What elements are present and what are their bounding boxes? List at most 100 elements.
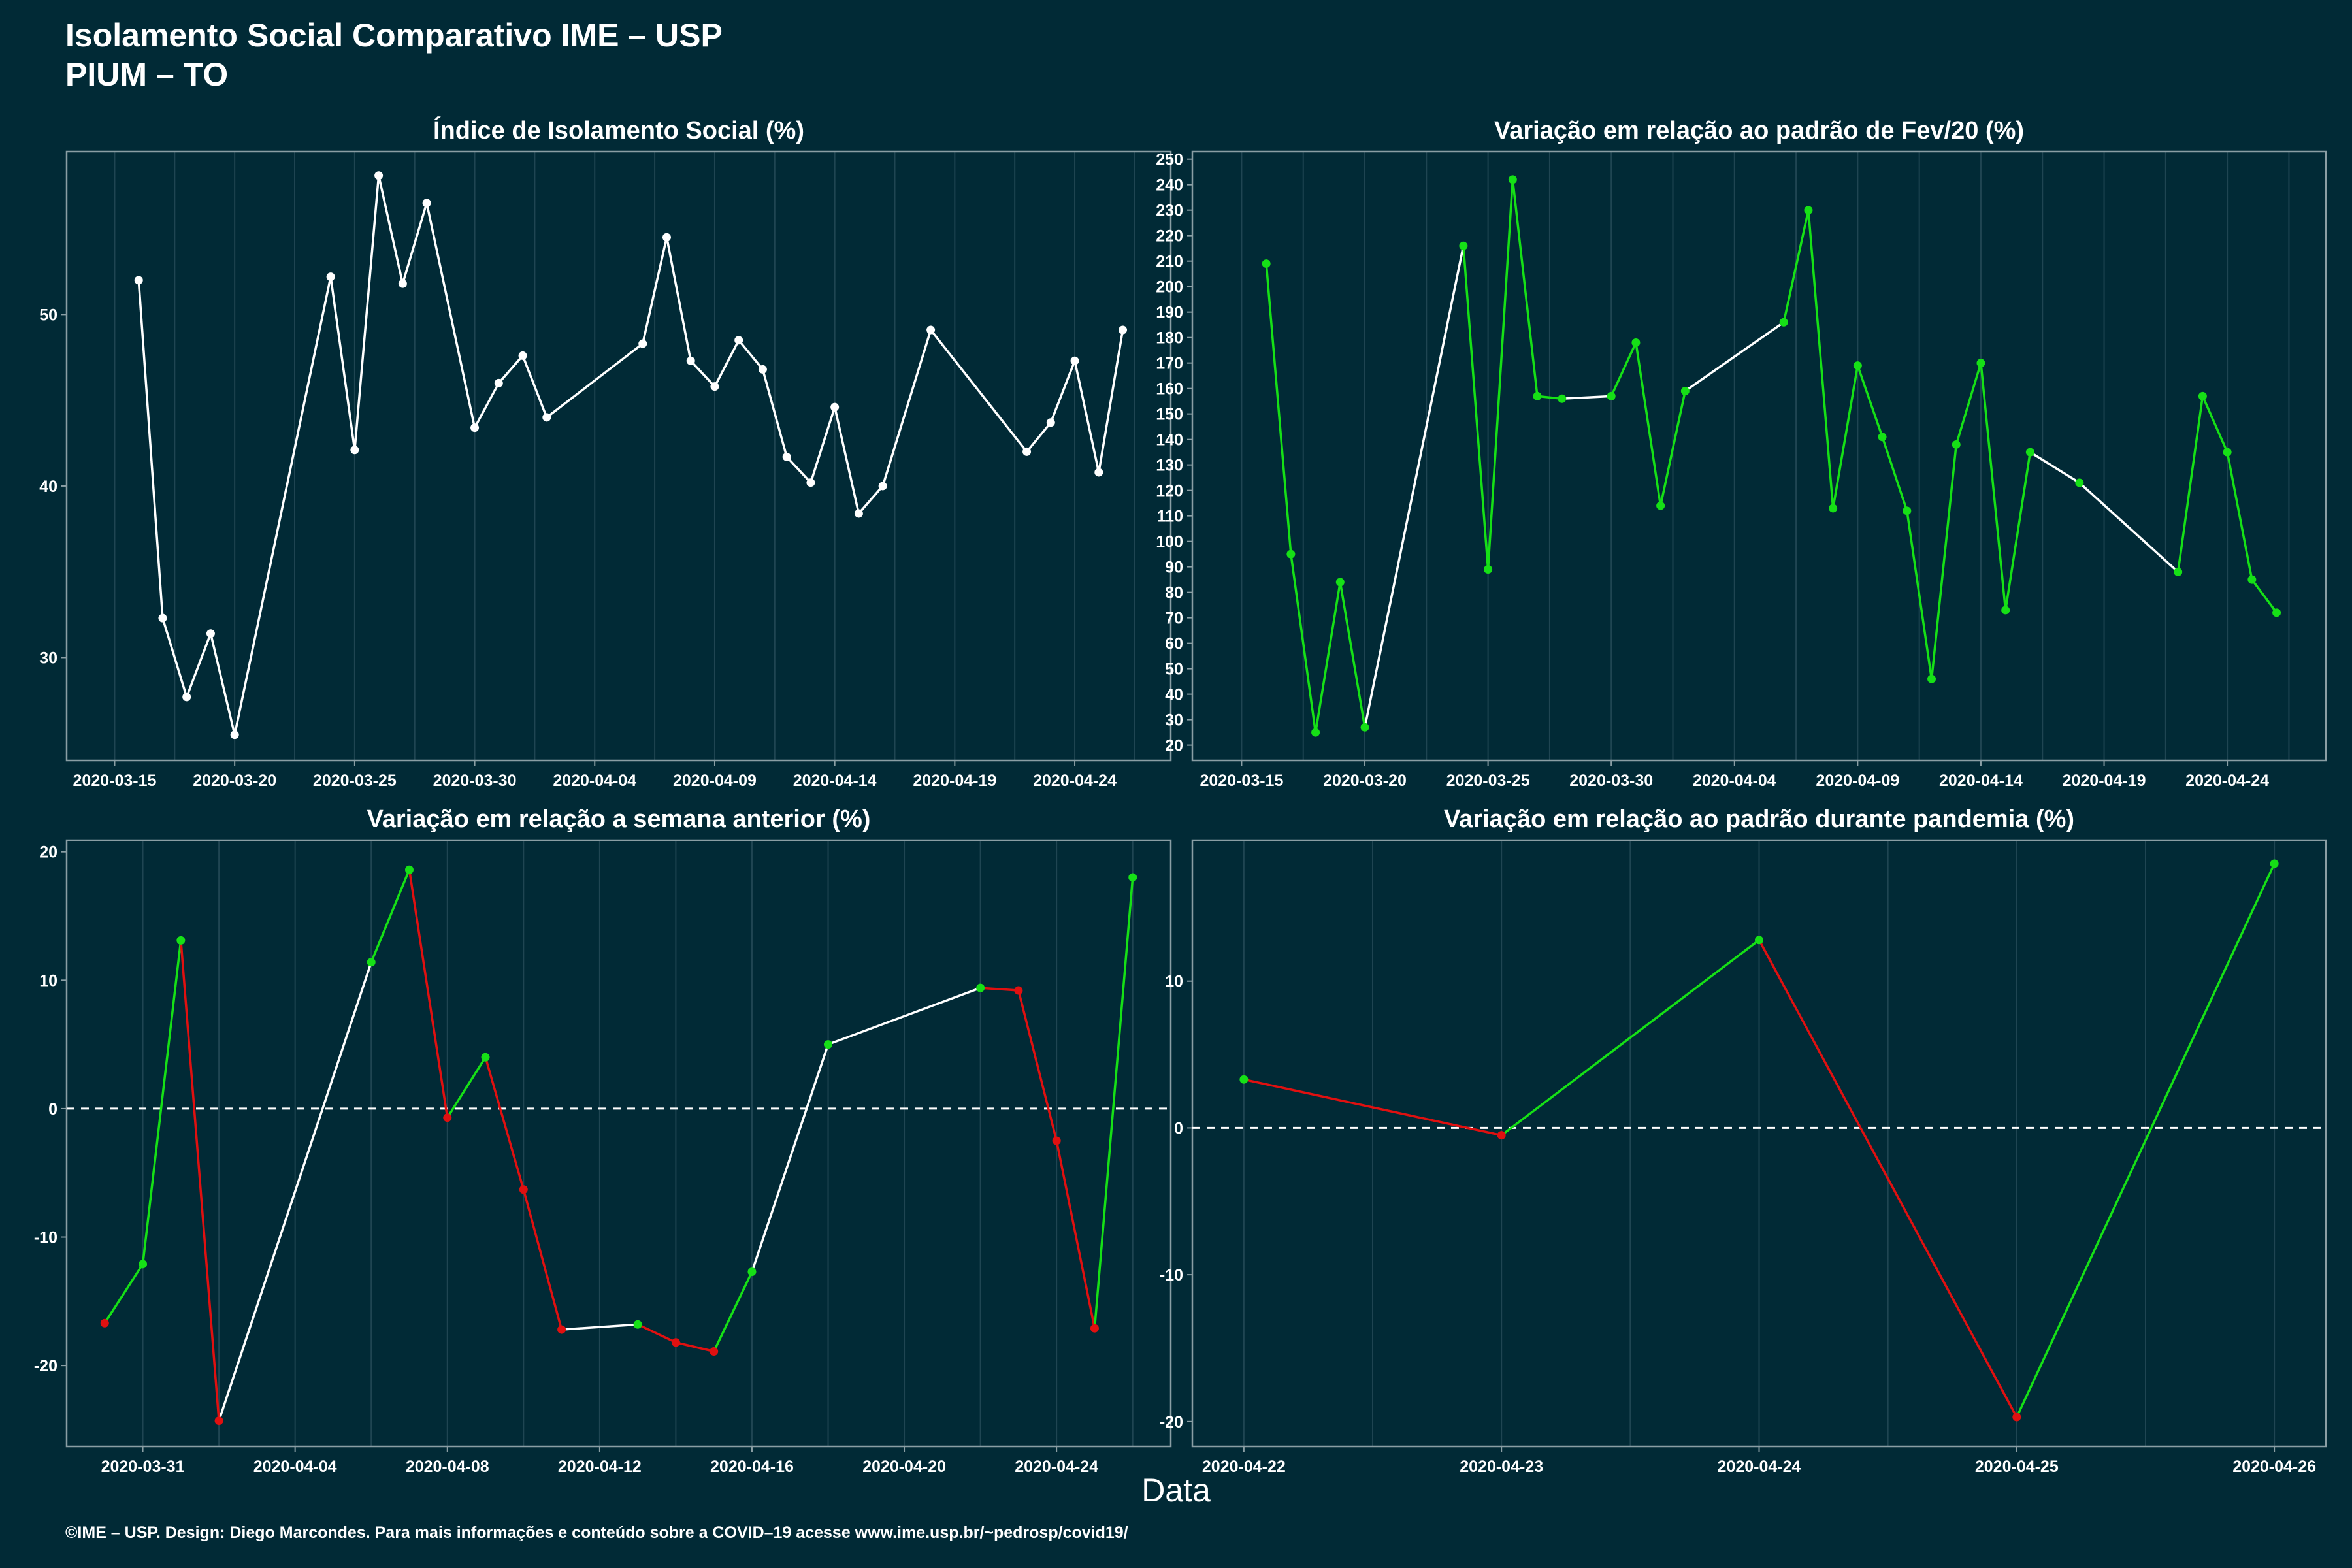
x-tick-label: 2020-04-19 — [913, 772, 996, 790]
data-point — [158, 613, 167, 623]
series-points-pandemia — [1239, 859, 2279, 1422]
data-point — [2012, 1413, 2021, 1422]
data-point — [134, 276, 143, 285]
panel-border-isolamento — [65, 150, 1172, 762]
line-segment — [833, 406, 860, 514]
data-point — [1286, 549, 1296, 559]
x-tick-label: 2020-03-30 — [1569, 772, 1653, 790]
data-point — [1656, 501, 1665, 510]
x-tick-label: 2020-04-24 — [2185, 772, 2269, 790]
data-point — [1829, 504, 1838, 513]
y-tick-label: 200 — [1156, 278, 1183, 297]
x-tick-label: 2020-04-24 — [1015, 1458, 1098, 1476]
data-point — [367, 958, 376, 967]
y-tick-label: -10 — [34, 1229, 57, 1247]
chart-title-pandemia: Variação em relação ao padrão durante pa… — [1444, 806, 2074, 833]
line-segment — [209, 633, 236, 736]
data-point — [854, 509, 863, 518]
data-point — [1607, 391, 1616, 400]
data-point — [1878, 433, 1887, 442]
x-tick-label: 2020-03-15 — [1200, 772, 1283, 790]
line-segment — [637, 1323, 677, 1344]
line-segment — [1684, 321, 1785, 392]
y-tick-label: 180 — [1156, 329, 1183, 348]
x-tick-label: 2020-04-14 — [793, 772, 877, 790]
line-segment — [1881, 436, 1908, 512]
x-tick-label: 2020-03-20 — [193, 772, 276, 790]
data-point — [686, 356, 695, 365]
line-segment — [521, 355, 548, 418]
line-segment — [930, 329, 1028, 453]
data-point — [230, 730, 239, 740]
x-tick-label: 2020-03-25 — [313, 772, 397, 790]
data-point — [374, 171, 384, 180]
data-point — [1533, 391, 1542, 400]
chart-isolamento: Índice de Isolamento Social (%) 30 40 50 202… — [39, 116, 1172, 790]
line-segment — [137, 280, 164, 619]
data-point — [1952, 440, 1961, 449]
line-segment — [713, 339, 740, 387]
data-point — [1070, 356, 1079, 365]
data-point — [1508, 175, 1517, 184]
data-point — [734, 336, 743, 345]
line-segment — [1831, 365, 1859, 509]
line-segment — [2029, 451, 2080, 484]
data-point — [671, 1338, 680, 1347]
y-tick-label: 20 — [1165, 737, 1183, 755]
x-tick-label: 2020-04-14 — [1939, 772, 2023, 790]
line-segment — [881, 329, 932, 487]
data-point — [2174, 567, 2183, 576]
data-point — [1335, 578, 1345, 587]
line-segment — [546, 342, 644, 419]
line-segment — [2078, 482, 2179, 573]
y-tick-label: 30 — [39, 649, 57, 667]
y-tick-label: 10 — [39, 972, 57, 990]
line-segment — [1501, 939, 1760, 1137]
data-point — [830, 402, 840, 412]
data-point — [206, 629, 215, 638]
line-segment — [1364, 245, 1465, 728]
data-point — [976, 983, 985, 992]
data-point — [1459, 241, 1468, 250]
line-segment — [1290, 553, 1317, 733]
data-point — [404, 865, 414, 874]
data-point — [542, 413, 551, 422]
line-segment — [665, 237, 692, 361]
x-tick-label: 2020-04-04 — [1693, 772, 1776, 790]
data-point — [878, 482, 887, 491]
line-segment — [689, 360, 716, 387]
footer-credits: ©IME – USP. Design: Diego Marcondes. Par… — [65, 1524, 1128, 1542]
line-segment — [233, 276, 332, 735]
x-tick-label: 2020-04-24 — [1718, 1458, 1801, 1476]
grid-semana — [66, 840, 1134, 1446]
x-tick-label: 2020-04-22 — [1202, 1458, 1286, 1476]
chart-title-fev20: Variação em relação ao padrão de Fev/20 … — [1494, 117, 2024, 144]
line-segment — [1856, 365, 1884, 438]
y-tick-label: 0 — [1174, 1119, 1183, 1137]
chart-pandemia: Variação em relação ao padrão durante pa… — [1160, 806, 2327, 1476]
data-point — [557, 1325, 566, 1334]
line-segment — [103, 1263, 144, 1324]
data-point — [926, 325, 936, 335]
data-point — [1755, 936, 1763, 945]
series-line-semana — [103, 869, 1134, 1422]
data-point — [398, 279, 407, 288]
data-point — [1360, 723, 1369, 732]
line-segment — [329, 276, 356, 451]
y-tick-label: 130 — [1156, 457, 1183, 475]
data-point — [2247, 575, 2257, 584]
x-tick-label: 2020-04-09 — [673, 772, 757, 790]
data-point — [176, 936, 186, 945]
x-tick-label: 2020-03-15 — [73, 772, 157, 790]
line-segment — [1017, 990, 1058, 1141]
line-segment — [408, 869, 449, 1118]
data-point — [100, 1318, 109, 1328]
line-segment — [751, 1044, 830, 1273]
data-point — [139, 1260, 148, 1269]
line-segment — [1659, 391, 1687, 506]
line-segment — [2004, 451, 2032, 611]
line-segment — [1049, 360, 1076, 423]
y-tick-label: 210 — [1156, 253, 1183, 271]
line-segment — [1930, 444, 1957, 679]
line-segment — [218, 962, 372, 1422]
